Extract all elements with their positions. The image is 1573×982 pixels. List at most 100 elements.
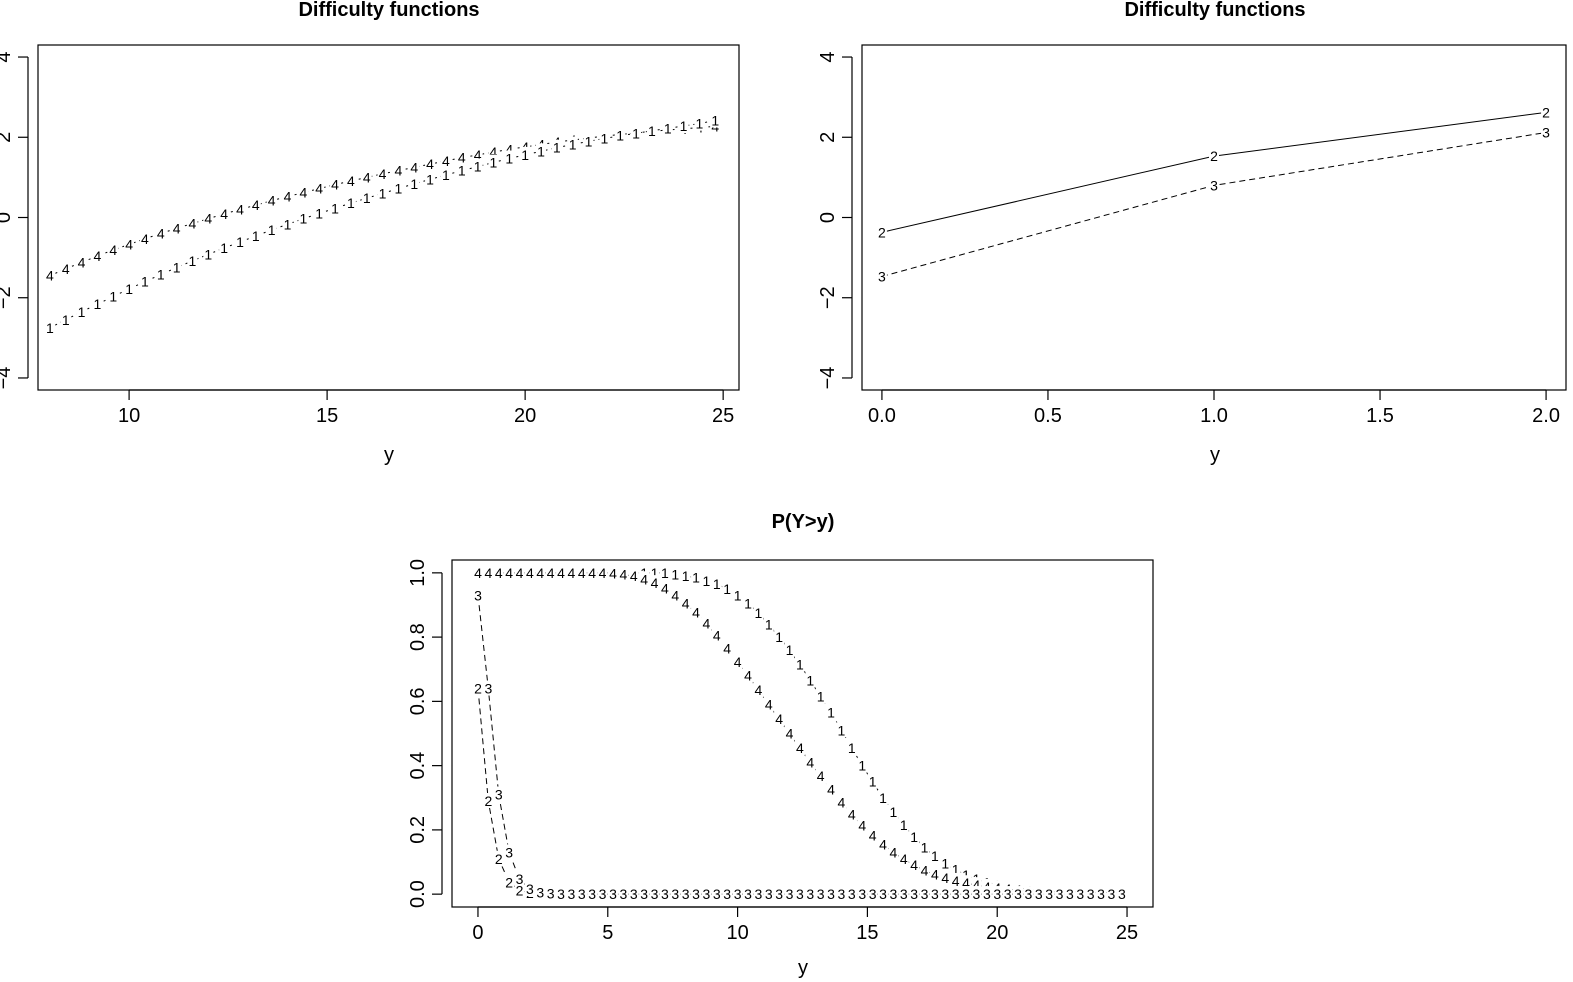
point-mask <box>266 192 277 208</box>
y-tick-label: 2 <box>817 132 839 143</box>
point-mask <box>659 580 670 596</box>
point-mask <box>108 241 119 257</box>
point-mask <box>950 872 961 888</box>
data-point-3: 3 <box>682 886 690 902</box>
point-mask <box>567 136 578 152</box>
data-point-4: 4 <box>879 836 887 852</box>
point-mask <box>929 886 940 902</box>
data-point-1: 1 <box>838 722 846 738</box>
point-mask <box>639 571 650 587</box>
data-point-1: 1 <box>952 862 960 878</box>
data-point-4: 4 <box>734 654 742 670</box>
x-tick-label: 25 <box>1116 922 1138 944</box>
y-tick-label: 1.0 <box>407 559 429 587</box>
data-point-4: 4 <box>952 873 960 889</box>
data-point-1: 1 <box>858 758 866 774</box>
data-point-1: 1 <box>585 133 593 149</box>
data-point-1: 1 <box>900 817 908 833</box>
point-mask <box>44 267 55 283</box>
series-line-2 <box>477 688 1122 895</box>
point-mask <box>784 641 795 657</box>
data-point-2: 2 <box>474 681 482 697</box>
x-tick-label: 1.0 <box>1200 405 1228 427</box>
point-mask <box>330 200 341 216</box>
point-mask <box>639 886 650 902</box>
x-axis-label: y <box>384 444 394 466</box>
point-mask <box>1541 104 1552 120</box>
data-point-1: 1 <box>268 222 276 238</box>
data-point-1: 1 <box>252 228 260 244</box>
point-mask <box>742 886 753 902</box>
point-mask <box>877 886 888 902</box>
data-point-4: 4 <box>547 565 555 581</box>
point-mask <box>826 781 837 797</box>
point-mask <box>742 667 753 683</box>
data-point-3: 3 <box>661 886 669 902</box>
plot-frame <box>861 44 1567 391</box>
point-mask <box>1012 886 1023 902</box>
point-mask <box>794 739 805 755</box>
point-mask <box>472 146 483 162</box>
point-mask <box>929 848 940 864</box>
point-mask <box>888 844 899 860</box>
data-point-4: 4 <box>765 697 773 713</box>
point-mask <box>377 165 388 181</box>
y-tick-label: −2 <box>0 286 15 309</box>
point-mask <box>680 886 691 902</box>
series-line-1 <box>49 119 716 329</box>
y-tick-label: 0.2 <box>407 816 429 844</box>
data-point-3: 3 <box>609 886 617 902</box>
data-point-1: 1 <box>711 112 719 128</box>
data-point-4: 4 <box>236 201 244 217</box>
point-mask <box>1075 886 1086 902</box>
data-point-1: 1 <box>879 790 887 806</box>
data-point-4: 4 <box>921 862 929 878</box>
point-mask <box>898 886 909 902</box>
point-mask <box>888 804 899 820</box>
point-mask <box>794 886 805 902</box>
data-point-3: 3 <box>879 886 887 902</box>
data-point-1: 1 <box>537 143 545 159</box>
data-point-1: 1 <box>744 595 752 611</box>
data-point-1: 1 <box>765 616 773 632</box>
data-point-4: 4 <box>609 565 617 581</box>
point-mask <box>345 195 356 211</box>
point-mask <box>76 254 87 270</box>
point-mask <box>857 817 868 833</box>
point-mask <box>1209 148 1219 164</box>
data-point-1: 1 <box>921 840 929 856</box>
point-mask <box>753 605 764 621</box>
data-point-3: 3 <box>568 886 576 902</box>
data-point-1: 1 <box>889 804 897 820</box>
data-point-4: 4 <box>588 565 596 581</box>
data-point-4: 4 <box>910 857 918 873</box>
data-point-4: 4 <box>744 668 752 684</box>
point-mask <box>545 564 556 580</box>
data-point-3: 3 <box>910 886 918 902</box>
chart-title: P(Y>y) <box>772 511 835 533</box>
data-point-2: 2 <box>516 882 524 898</box>
point-mask <box>909 828 920 844</box>
data-point-3: 3 <box>536 885 544 901</box>
data-point-1: 1 <box>632 125 640 141</box>
data-point-1: 1 <box>125 281 133 297</box>
point-mask <box>711 576 722 592</box>
data-point-3: 3 <box>588 886 596 902</box>
point-mask <box>1044 886 1055 902</box>
point-mask <box>857 757 868 773</box>
data-point-1: 1 <box>661 565 669 581</box>
survival-probability-panel: P(Y>y) y 0 5 10 15 20 250.00.20.40.60.81.0 1 1 1… <box>407 511 1154 979</box>
point-mask <box>649 886 660 902</box>
point-mask <box>670 886 681 902</box>
data-point-1: 1 <box>236 234 244 250</box>
point-mask <box>456 149 467 165</box>
point-mask <box>1002 886 1013 902</box>
data-point-4: 4 <box>173 220 181 236</box>
data-point-4: 4 <box>599 565 607 581</box>
point-mask <box>44 319 55 335</box>
data-point-1: 1 <box>703 573 711 589</box>
data-point-4: 4 <box>490 144 498 160</box>
point-mask <box>493 564 504 580</box>
point-mask <box>732 653 743 669</box>
point-mask <box>763 886 774 902</box>
